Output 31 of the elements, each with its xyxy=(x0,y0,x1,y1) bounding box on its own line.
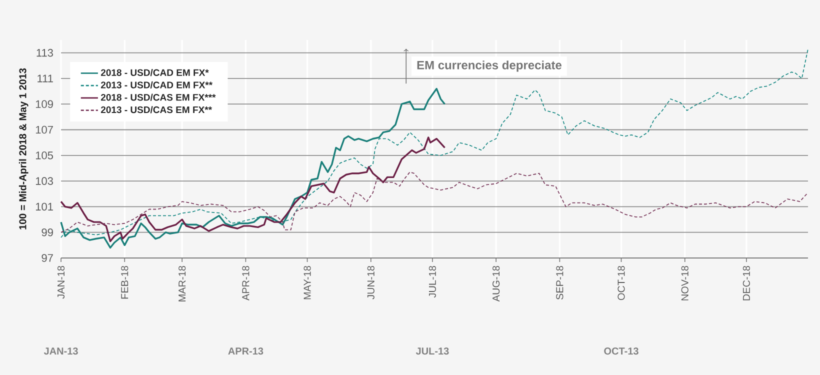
y-tick-label: 107 xyxy=(36,126,53,134)
legend-label: 2013 - USD/CAS EM FX** xyxy=(100,106,212,114)
legend-label: 2013 - USD/CAD EM FX** xyxy=(100,81,213,88)
y-tick-label: 111 xyxy=(38,74,53,82)
y-tick-label: 101 xyxy=(36,202,53,211)
legend-label: 2018 - USD/CAS EM FX*** xyxy=(100,94,216,101)
x-tick-label: APR-18 xyxy=(242,266,250,301)
x-tick-label: SEP-18 xyxy=(556,266,564,300)
x-tick-label: FEB-18 xyxy=(121,266,128,299)
x-tick-label: MAY-18 xyxy=(304,266,311,300)
y-tick-label: 113 xyxy=(36,48,53,57)
y-tick-label: 103 xyxy=(36,177,53,185)
legend-label: 2018 - USD/CAD EM FX* xyxy=(100,68,209,76)
x-tick-label: MAR-18 xyxy=(178,266,186,302)
y-tick-label: 105 xyxy=(36,152,54,160)
x2-tick-label: JUL-13 xyxy=(416,348,449,355)
annotation: EM currencies depreciate xyxy=(417,60,562,72)
x2-tick-label: OCT-13 xyxy=(604,348,638,355)
x-tick-label: AUG-18 xyxy=(492,266,500,302)
x-tick-label: OCT-18 xyxy=(618,266,625,300)
x-tick-label: JAN-18 xyxy=(57,266,65,299)
x-tick-label: JUL-18 xyxy=(428,266,436,298)
x2-tick-label: JAN-13 xyxy=(44,348,78,355)
y-axis-title: 100 = Mid-April 2018 & May 1 2013 xyxy=(18,68,28,230)
y-tick-label: 97 xyxy=(42,254,53,262)
x2-tick-label: APR-13 xyxy=(228,348,264,355)
y-tick-label: 109 xyxy=(36,100,53,108)
x-tick-label: JUN-18 xyxy=(367,266,374,300)
x-tick-label: DEC-18 xyxy=(742,266,750,300)
y-tick-label: 99 xyxy=(42,228,53,236)
x-tick-label: NOV-18 xyxy=(681,266,688,300)
